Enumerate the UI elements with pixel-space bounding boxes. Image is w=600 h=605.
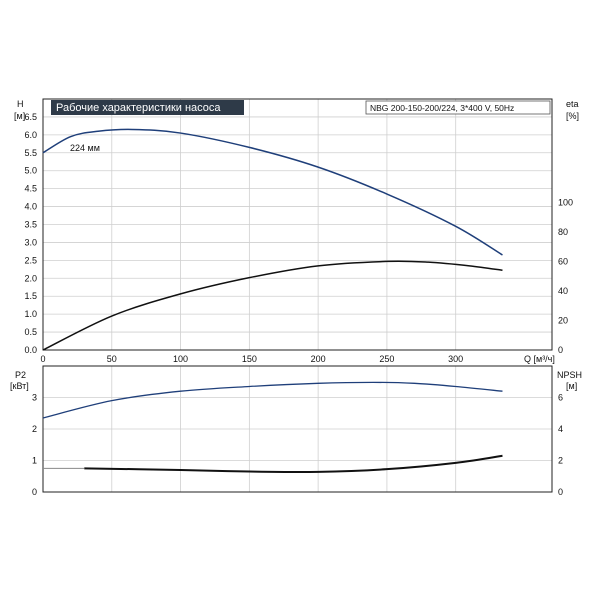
- chart-subtitle: NBG 200-150-200/224, 3*400 V, 50Hz: [370, 103, 514, 113]
- x-tick-label: 50: [107, 354, 117, 364]
- y-left-tick-label: 2.5: [24, 255, 37, 265]
- y-right-tick-label: 80: [558, 227, 568, 237]
- y-left-tick-label: 4.0: [24, 202, 37, 212]
- y-right-tick-label: 60: [558, 256, 568, 266]
- y-left-tick-label: 0.5: [24, 327, 37, 337]
- y-left-tick-label: 6.0: [24, 130, 37, 140]
- x-tick-label: 0: [40, 354, 45, 364]
- tick-labels: 0 50 100 150 200 250 3000.00.51.01.52.02.53.03…: [24, 112, 573, 497]
- power-curve: [42, 381, 503, 419]
- npsh-tick-label: 6: [558, 393, 563, 403]
- y-right-tick-label: 40: [558, 286, 568, 296]
- y-right-tick-label: 20: [558, 315, 568, 325]
- y-label-npsh: NPSH: [557, 370, 582, 380]
- y-label-npsh-unit: [м]: [566, 381, 577, 391]
- x-tick-label: 100: [173, 354, 188, 364]
- efficiency-curve: [42, 260, 503, 351]
- chart-title: Рабочие характеристики насоса: [56, 102, 221, 114]
- y-left-tick-label: 4.5: [24, 184, 37, 194]
- y-left-tick-label: 0.0: [24, 345, 37, 355]
- npsh-tick-label: 4: [558, 424, 563, 434]
- y-left-tick-label: 6.5: [24, 112, 37, 122]
- x-axis-label: Q [м³/ч]: [524, 354, 555, 364]
- p2-tick-label: 2: [32, 424, 37, 434]
- npsh-tick-label: 0: [558, 487, 563, 497]
- x-tick-label: 200: [311, 354, 326, 364]
- subtitle-box: [365, 100, 551, 115]
- y-left-tick-label: 5.0: [24, 166, 37, 176]
- curves: [42, 128, 503, 474]
- y-label-p2-unit: [кВт]: [10, 381, 29, 391]
- title-box: [51, 100, 244, 115]
- p2-tick-label: 3: [32, 393, 37, 403]
- x-tick-label: 300: [448, 354, 463, 364]
- y-left-tick-label: 3.5: [24, 220, 37, 230]
- y-right-tick-label: 100: [558, 197, 573, 207]
- p2-tick-label: 1: [32, 456, 37, 466]
- y-label-p2: P2: [15, 370, 26, 380]
- y-label-eta-unit: [%]: [566, 111, 579, 121]
- y-left-tick-label: 1.0: [24, 309, 37, 319]
- x-tick-label: 150: [242, 354, 257, 364]
- x-tick-label: 250: [379, 354, 394, 364]
- y-label-h: H: [17, 99, 24, 109]
- impeller-annotation: 224 мм: [70, 143, 100, 153]
- npsh-curve: [84, 454, 503, 474]
- p2-tick-label: 0: [32, 487, 37, 497]
- y-left-tick-label: 2.0: [24, 273, 37, 283]
- top-panel-frame: [42, 98, 553, 351]
- y-label-eta: eta: [566, 99, 579, 109]
- bottom-panel-frame: [42, 365, 553, 493]
- y-right-tick-label: 0: [558, 345, 563, 355]
- y-left-tick-label: 3.0: [24, 237, 37, 247]
- y-left-tick-label: 1.5: [24, 291, 37, 301]
- y-left-tick-label: 5.5: [24, 148, 37, 158]
- top-panel-grid: [43, 99, 552, 350]
- head-curve: [42, 128, 503, 256]
- y-label-h-unit: [м]: [14, 111, 25, 121]
- npsh-tick-label: 2: [558, 456, 563, 466]
